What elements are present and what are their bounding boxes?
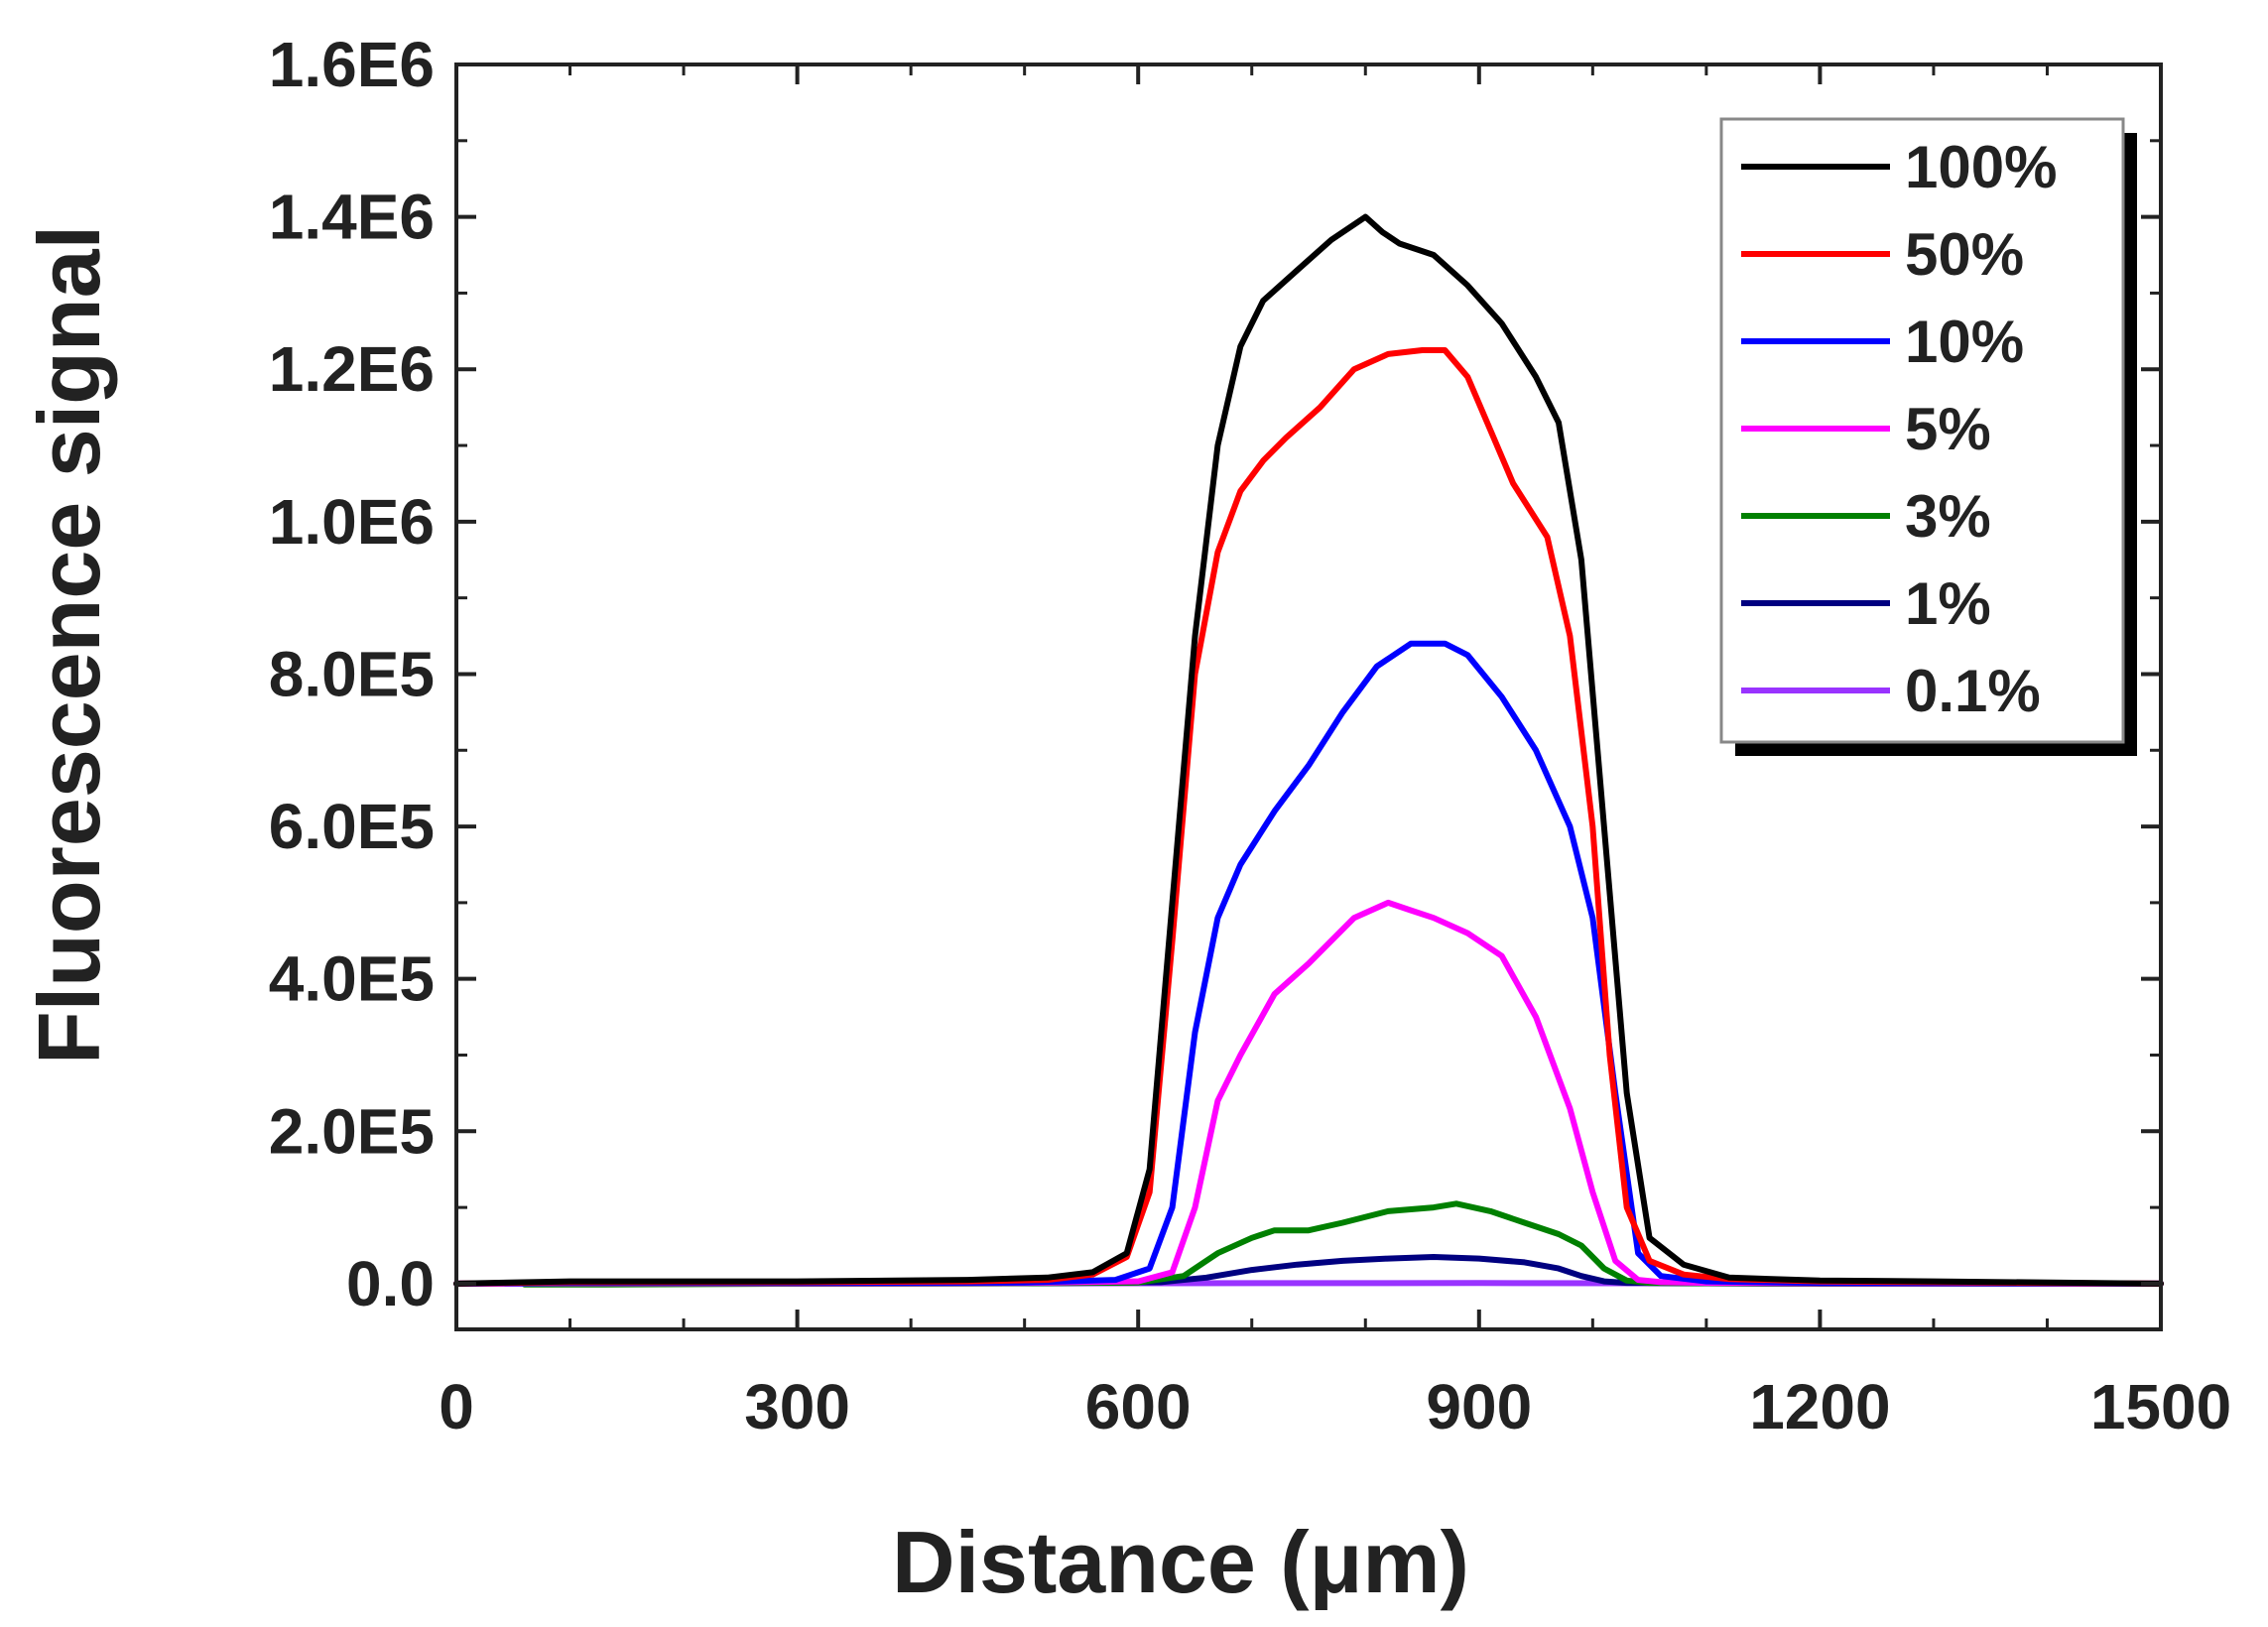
series-line-10pct bbox=[453, 640, 2164, 1287]
x-tick-label: 600 bbox=[1085, 1371, 1192, 1442]
legend-label: 0.1% bbox=[1905, 658, 2041, 724]
x-tick-label: 900 bbox=[1426, 1371, 1532, 1442]
x-tick-label: 1500 bbox=[2090, 1371, 2231, 1442]
x-tick-label: 1200 bbox=[1749, 1371, 1890, 1442]
y-tick-label: 8.0E5 bbox=[269, 638, 435, 709]
legend-label: 1% bbox=[1905, 570, 1991, 637]
y-tick-label: 1.6E6 bbox=[269, 29, 435, 100]
legend-label: 3% bbox=[1905, 483, 1991, 550]
ticks-layer: 0 300 600 900 1200 1500 0.0 2.0E5 4.0E5 6.0E5 8.0E… bbox=[269, 29, 2231, 1442]
y-tick-label: 1.0E6 bbox=[269, 486, 435, 558]
legend-label: 10% bbox=[1905, 309, 2024, 375]
y-tick-label: 1.2E6 bbox=[269, 333, 435, 405]
legend-label: 5% bbox=[1905, 396, 1991, 462]
legend: 100% 50% 10% 5% 3% 1% 0.1% bbox=[1719, 117, 2137, 756]
y-tick-label: 6.0E5 bbox=[269, 791, 435, 862]
y-axis-title: Fluorescence signal bbox=[20, 225, 118, 1064]
series-line-100pct bbox=[453, 213, 2164, 1287]
y-tick-label: 1.4E6 bbox=[269, 182, 435, 253]
y-tick-label: 2.0E5 bbox=[269, 1095, 435, 1167]
legend-label: 50% bbox=[1905, 221, 2024, 288]
legend-label: 100% bbox=[1905, 134, 2057, 200]
series-layer bbox=[453, 213, 2164, 1288]
y-tick-label: 4.0E5 bbox=[269, 943, 435, 1015]
y-tick-label: 0.0 bbox=[346, 1248, 435, 1319]
series-line-5pct bbox=[453, 899, 2164, 1287]
series-line-3pct bbox=[521, 1200, 2164, 1288]
x-tick-label: 300 bbox=[744, 1371, 850, 1442]
x-axis-title: Distance (μm) bbox=[892, 1513, 1469, 1611]
x-tick-label: 0 bbox=[439, 1371, 474, 1442]
plot-frame bbox=[454, 63, 2163, 1331]
